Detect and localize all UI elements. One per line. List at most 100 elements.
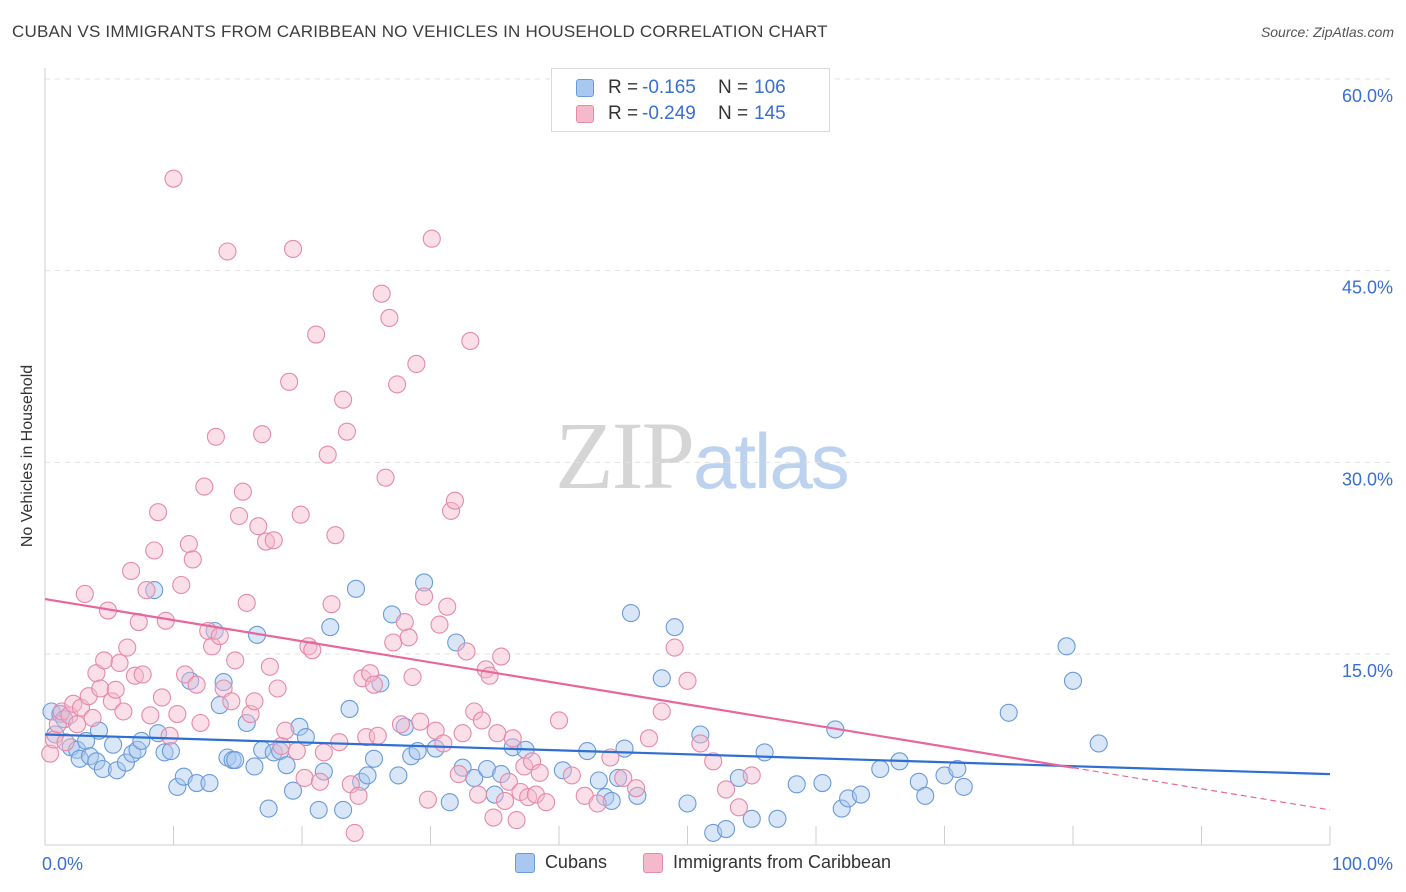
data-point	[249, 517, 268, 536]
data-point	[530, 763, 549, 782]
data-point	[110, 653, 129, 672]
data-point	[176, 665, 195, 684]
data-point	[526, 785, 545, 804]
legend-label-cubans: Cubans	[544, 852, 607, 872]
y-tick-label: 60.0%	[1342, 86, 1393, 106]
data-point	[352, 772, 371, 791]
legend-r-label: R =	[608, 77, 639, 98]
data-point	[132, 731, 151, 750]
data-point	[488, 724, 507, 743]
data-point	[442, 501, 461, 520]
data-point	[145, 541, 164, 560]
data-point	[832, 799, 851, 818]
data-point	[665, 638, 684, 657]
data-point	[233, 482, 252, 501]
data-point	[334, 800, 353, 819]
data-point	[226, 751, 245, 770]
data-point	[276, 721, 295, 740]
data-point	[389, 766, 408, 785]
data-point	[272, 736, 291, 756]
data-point	[742, 766, 761, 785]
watermark-atlas: atlas	[693, 417, 850, 505]
data-point	[361, 664, 380, 683]
data-point	[1057, 637, 1076, 656]
chart-title: CUBAN VS IMMIGRANTS FROM CARIBBEAN NO VE…	[12, 22, 828, 41]
data-point	[652, 702, 671, 721]
data-point	[87, 752, 106, 771]
data-point	[403, 667, 422, 687]
trend-line	[44, 733, 1331, 776]
data-point	[214, 673, 233, 692]
data-point	[457, 642, 476, 661]
data-point	[125, 666, 144, 685]
data-point	[41, 744, 60, 763]
data-point	[484, 808, 503, 827]
data-point	[116, 753, 136, 772]
data-point	[152, 688, 171, 707]
data-point	[639, 729, 659, 748]
data-point	[133, 665, 152, 684]
correlation-legend: R = -0.165 N = 106 R = -0.249 N = 145	[551, 68, 830, 132]
data-point	[1089, 734, 1108, 753]
series-legend: Cubans Immigrants from Caribbean	[0, 852, 1406, 873]
data-point	[691, 734, 710, 753]
data-point	[813, 774, 832, 793]
data-point	[358, 766, 377, 785]
data-point	[407, 354, 426, 373]
legend-swatch-caribbean	[576, 105, 594, 123]
data-point	[503, 729, 522, 748]
data-point	[349, 786, 368, 805]
data-point	[609, 768, 628, 787]
data-point	[191, 713, 210, 733]
data-point	[562, 766, 581, 785]
data-point	[380, 308, 399, 327]
data-point	[280, 372, 299, 391]
data-point	[75, 584, 94, 603]
data-point	[477, 759, 497, 779]
data-point	[787, 775, 806, 794]
data-point	[187, 774, 206, 793]
data-point	[601, 748, 620, 767]
data-point	[326, 526, 345, 545]
series-cubans-points	[42, 573, 1108, 842]
data-point	[68, 715, 87, 734]
data-point	[187, 675, 206, 694]
data-point	[149, 503, 168, 522]
data-point	[665, 618, 684, 637]
series-caribbean-points	[41, 169, 761, 842]
data-point	[245, 757, 264, 776]
data-point	[283, 781, 303, 800]
watermark-zip: ZIP	[555, 402, 695, 509]
data-point	[318, 445, 337, 464]
data-point	[1063, 671, 1083, 690]
data-point	[729, 798, 748, 817]
data-point	[742, 809, 761, 828]
legend-row-caribbean: R = -0.249 N = 145	[576, 103, 786, 125]
data-point	[588, 794, 607, 813]
data-point	[628, 786, 647, 805]
data-point	[155, 743, 174, 762]
data-point	[999, 703, 1018, 722]
legend-row-cubans: R = -0.165 N = 106	[576, 77, 786, 99]
data-point	[95, 651, 114, 670]
data-point	[704, 752, 723, 771]
legend-item-cubans[interactable]: Cubans	[514, 852, 607, 873]
data-point	[259, 799, 278, 818]
data-point	[264, 531, 283, 550]
data-point	[195, 477, 214, 496]
data-point	[237, 593, 256, 612]
data-point	[768, 809, 787, 828]
legend-r-value: -0.249	[642, 103, 696, 124]
data-point	[145, 581, 164, 600]
legend-label-caribbean: Immigrants from Caribbean	[672, 852, 892, 872]
data-point	[291, 505, 310, 524]
data-point	[468, 785, 488, 804]
data-point	[260, 657, 279, 676]
data-point	[310, 772, 330, 791]
data-point	[93, 759, 112, 779]
data-point	[388, 375, 407, 394]
legend-item-caribbean[interactable]: Immigrants from Caribbean	[642, 852, 892, 873]
data-point	[447, 633, 466, 652]
data-point	[871, 759, 890, 779]
data-point	[602, 791, 621, 810]
